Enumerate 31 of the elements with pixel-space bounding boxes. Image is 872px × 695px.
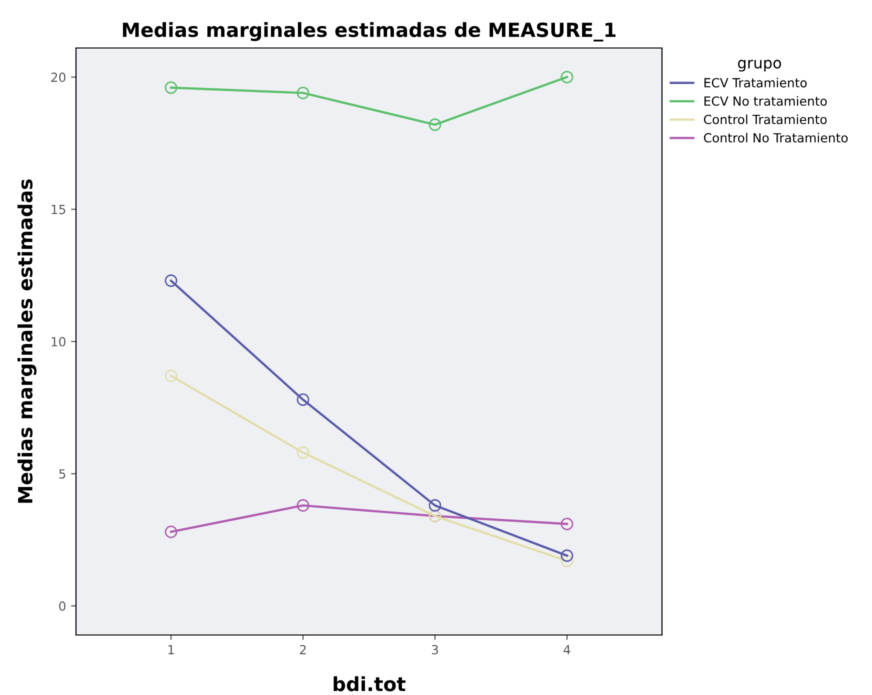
point	[560, 549, 574, 562]
y-tick-label: 20	[51, 72, 66, 82]
legend-label: Control No Tratamiento	[704, 132, 848, 143]
point	[428, 118, 442, 131]
point	[296, 393, 310, 406]
point	[428, 499, 442, 512]
legend-title: grupo	[738, 60, 782, 72]
point	[560, 70, 574, 84]
y-tick-label: 5	[59, 469, 66, 479]
point	[296, 86, 310, 100]
x-axis-title: bdi.tot	[334, 676, 406, 692]
legend-label: Control Tratamiento	[704, 114, 827, 124]
point	[164, 274, 178, 287]
x-tick-label: 2	[300, 644, 306, 654]
point	[560, 554, 574, 568]
y-tick-label: 10	[52, 336, 66, 346]
x-tick-label: 3	[432, 644, 438, 654]
point	[560, 518, 574, 530]
y-tick-label: 15	[52, 204, 66, 214]
chart-title: Medias marginales estimadas de MEASURE_1	[122, 22, 616, 42]
x-tick-label: 4	[564, 645, 570, 654]
point	[164, 370, 178, 382]
legend-label: ECV No tratamiento	[704, 96, 827, 106]
point	[296, 499, 310, 512]
point	[296, 446, 310, 459]
point	[164, 526, 178, 538]
y-tick-label: 0	[59, 601, 66, 611]
y-axis-title: Medias marginales estimadas	[18, 179, 36, 503]
legend-label: ECV Tratamiento	[704, 78, 807, 88]
point	[164, 81, 178, 94]
x-tick-label: 1	[168, 645, 174, 654]
